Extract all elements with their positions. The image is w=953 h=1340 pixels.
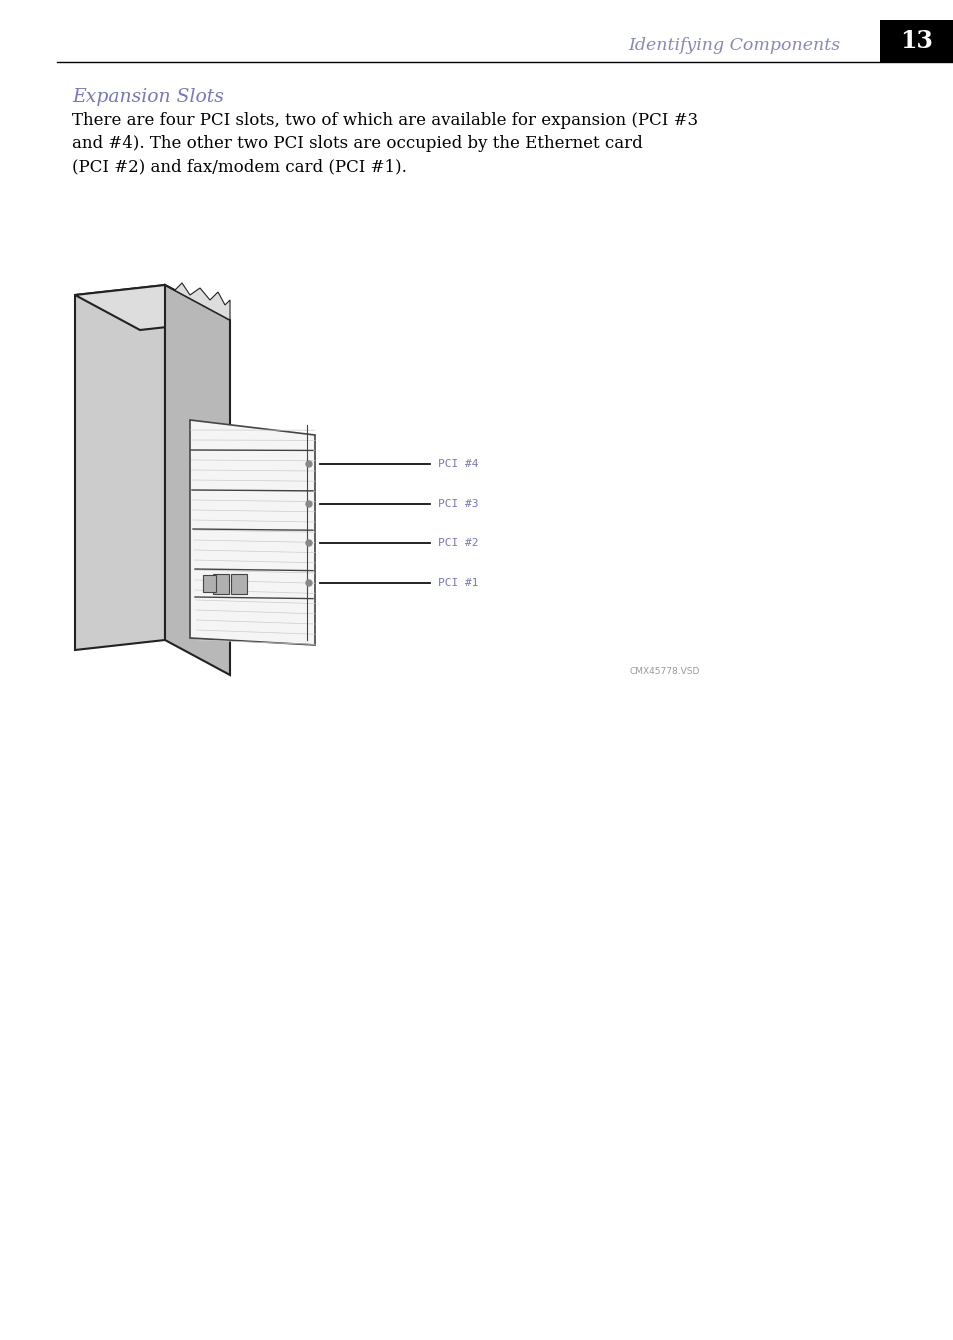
Circle shape (306, 501, 312, 507)
Circle shape (306, 580, 312, 586)
FancyBboxPatch shape (879, 20, 953, 62)
Text: (PCI #2) and fax/modem card (PCI #1).: (PCI #2) and fax/modem card (PCI #1). (71, 158, 406, 176)
Polygon shape (165, 285, 230, 675)
Text: and #4). The other two PCI slots are occupied by the Ethernet card: and #4). The other two PCI slots are occ… (71, 135, 642, 151)
FancyBboxPatch shape (231, 574, 247, 594)
Text: PCI #2: PCI #2 (437, 537, 478, 548)
Text: Identifying Components: Identifying Components (627, 36, 840, 54)
Text: 13: 13 (900, 29, 932, 54)
Polygon shape (75, 285, 165, 650)
Polygon shape (75, 285, 230, 330)
Polygon shape (165, 283, 230, 320)
Text: CMX45778.VSD: CMX45778.VSD (629, 667, 700, 675)
Text: PCI #1: PCI #1 (437, 578, 478, 588)
Circle shape (306, 540, 312, 545)
FancyBboxPatch shape (213, 574, 229, 594)
FancyBboxPatch shape (203, 575, 215, 592)
Polygon shape (190, 419, 314, 645)
Text: PCI #3: PCI #3 (437, 498, 478, 509)
Text: PCI #4: PCI #4 (437, 460, 478, 469)
Text: Expansion Slots: Expansion Slots (71, 88, 224, 106)
Text: There are four PCI slots, two of which are available for expansion (PCI #3: There are four PCI slots, two of which a… (71, 113, 698, 129)
Circle shape (306, 461, 312, 468)
